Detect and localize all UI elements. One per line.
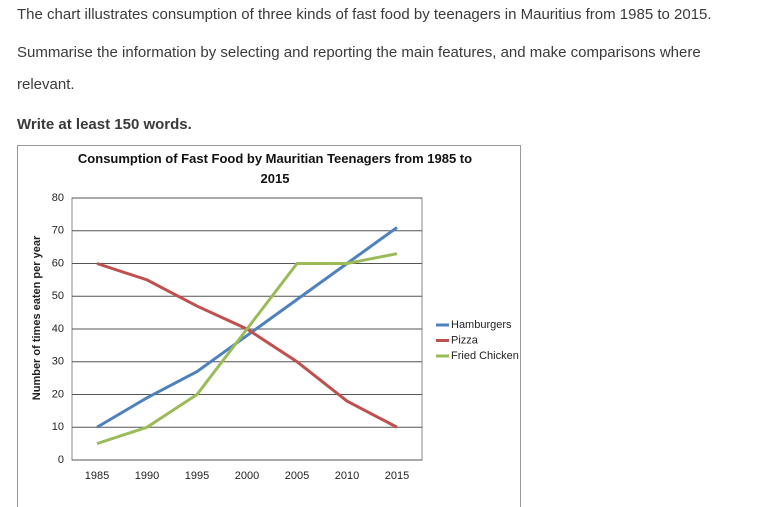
y-tick-label: 30 (52, 356, 64, 368)
legend-label: Pizza (451, 334, 479, 346)
prompt-text: The chart illustrates consumption of thr… (17, 6, 712, 23)
prompt-text: Summarise the information by selecting a… (17, 44, 701, 93)
x-tick-label: 1990 (135, 470, 159, 482)
data-line (96, 262, 398, 429)
chart-title: Consumption of Fast Food by Mauritian Te… (77, 151, 473, 186)
y-tick-label: 20 (52, 388, 64, 400)
x-tick-label: 2000 (235, 470, 259, 482)
y-tick-label: 0 (58, 454, 64, 466)
legend-label: Hamburgers (451, 319, 512, 331)
y-axis-title: Number of times eaten per year (31, 235, 43, 400)
y-tick-label: 80 (52, 192, 64, 204)
y-tick-label: 50 (52, 290, 64, 302)
x-tick-label: 2015 (385, 470, 409, 482)
data-line (96, 252, 398, 446)
legend-label: Fried Chicken (451, 350, 519, 362)
y-tick-label: 10 (52, 421, 64, 433)
prompt-instruction: Write at least 150 words. (17, 116, 192, 133)
x-tick-label: 1995 (185, 470, 209, 482)
y-tick-label: 60 (52, 257, 64, 269)
y-tick-label: 40 (52, 323, 64, 335)
x-tick-label: 1985 (85, 470, 109, 482)
x-tick-label: 2010 (335, 470, 359, 482)
chart-frame (17, 145, 521, 507)
y-tick-label: 70 (52, 225, 64, 237)
x-tick-label: 2005 (285, 470, 309, 482)
